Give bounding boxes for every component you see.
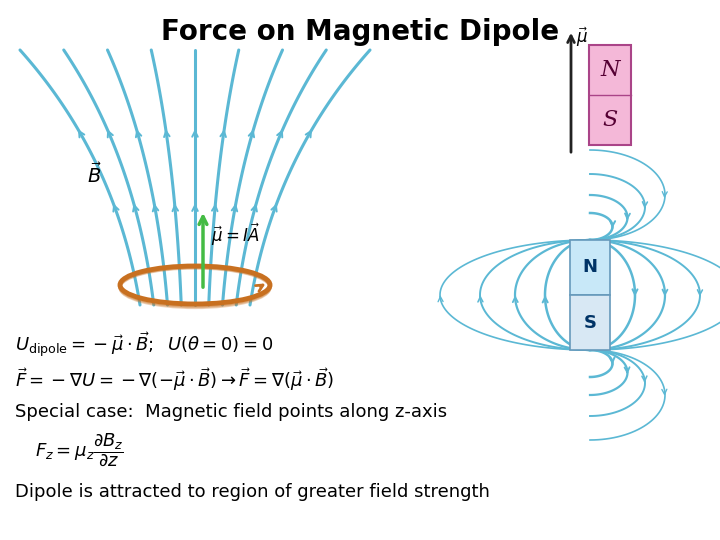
- Bar: [589, 45, 631, 145]
- Text: $\vec{\mu}$: $\vec{\mu}$: [576, 25, 588, 49]
- Text: S: S: [603, 109, 618, 131]
- Bar: [570, 240, 610, 295]
- Text: $F_z = \mu_z\dfrac{\partial B_z}{\partial z}$: $F_z = \mu_z\dfrac{\partial B_z}{\partia…: [35, 431, 124, 468]
- Text: Force on Magnetic Dipole: Force on Magnetic Dipole: [161, 18, 559, 46]
- Text: $\vec{F} = -\nabla U = -\nabla(-\vec{\mu}\cdot\vec{B}) \rightarrow \vec{F} = \na: $\vec{F} = -\nabla U = -\nabla(-\vec{\mu…: [15, 367, 334, 394]
- Text: N: N: [600, 59, 620, 81]
- Text: S: S: [583, 314, 596, 332]
- Text: $U_{\mathrm{dipole}} = -\vec{\mu}\cdot\vec{B};\;\; U(\theta=0)=0$: $U_{\mathrm{dipole}} = -\vec{\mu}\cdot\v…: [15, 330, 273, 360]
- Text: N: N: [582, 259, 598, 276]
- Bar: [570, 295, 610, 350]
- Text: $\vec{\mu} = I\vec{A}$: $\vec{\mu} = I\vec{A}$: [211, 222, 261, 248]
- Text: $\vec{B}$: $\vec{B}$: [88, 163, 102, 187]
- Text: Dipole is attracted to region of greater field strength: Dipole is attracted to region of greater…: [15, 483, 490, 501]
- Text: Special case:  Magnetic field points along z-axis: Special case: Magnetic field points alon…: [15, 403, 447, 421]
